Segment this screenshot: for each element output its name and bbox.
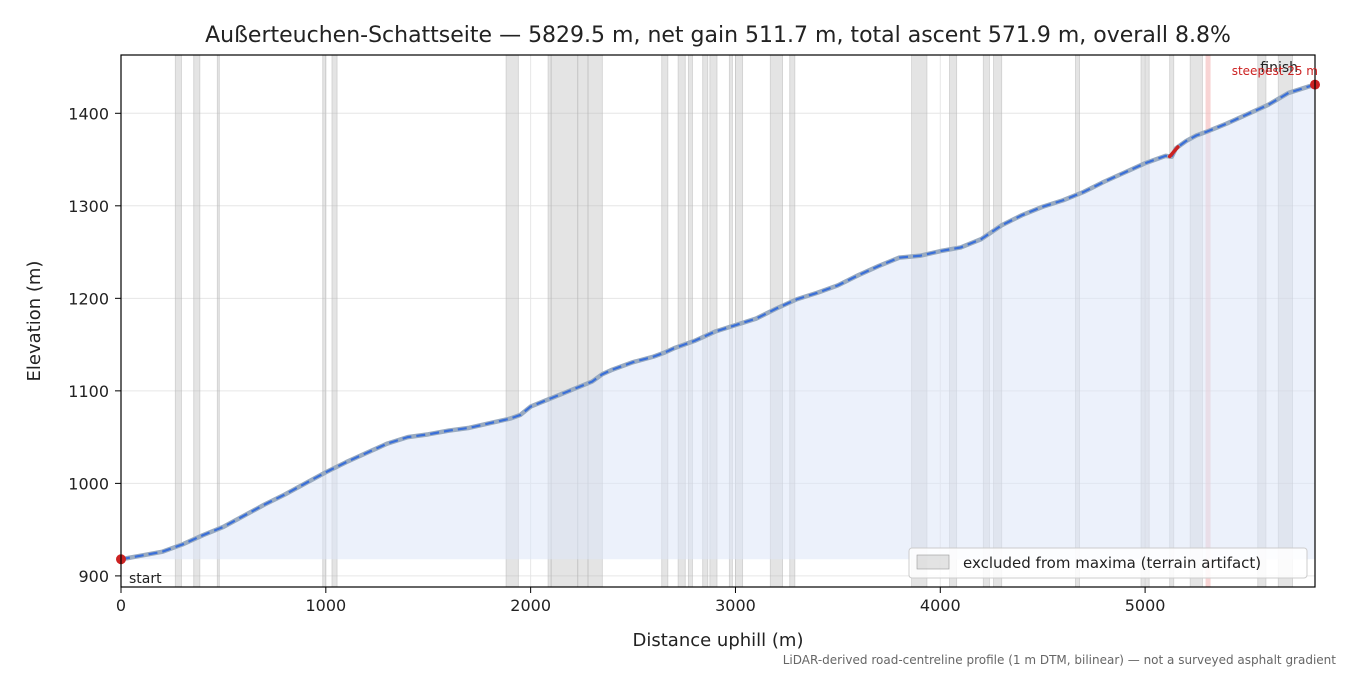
gradient-line — [120, 83, 1316, 561]
x-tick-label: 3000 — [715, 596, 756, 615]
area-fill — [121, 84, 1315, 560]
y-tick-label: 1300 — [68, 197, 109, 216]
y-tick-label: 1200 — [68, 289, 109, 308]
y-tick-label: 1400 — [68, 104, 109, 123]
legend-box — [908, 547, 1308, 579]
start-annotation: start — [129, 571, 162, 587]
y-tick-label: 1100 — [68, 382, 109, 401]
elevation-series — [116, 79, 1320, 565]
legend-label: excluded from maxima (terrain artifact) — [963, 554, 1261, 572]
steepest-annotation: steepest 25 m — [1232, 64, 1318, 78]
x-tick-label: 5000 — [1125, 596, 1166, 615]
footnote: LiDAR-derived road-centreline profile (1… — [783, 653, 1337, 667]
finish-annotation: finish — [1260, 60, 1298, 76]
excluded-band — [174, 54, 182, 588]
legend: excluded from maxima (terrain artifact) — [908, 547, 1308, 579]
tick-labels: 0 1000 2000 3000 4000 5000 900 1000 1100 1200 1300… — [68, 104, 1165, 615]
y-tick-label: 1000 — [68, 474, 109, 493]
axes-frame — [120, 54, 1316, 588]
x-tick-label: 2000 — [510, 596, 551, 615]
excluded-band — [193, 54, 201, 588]
y-tick-label: 900 — [78, 567, 109, 586]
y-axis-label: Elevation (m) — [24, 261, 45, 382]
axes — [120, 54, 1316, 588]
x-tick-label: 4000 — [920, 596, 961, 615]
excluded-band — [216, 54, 220, 588]
steep-segment — [1167, 145, 1180, 159]
x-tick-label: 0 — [116, 596, 126, 615]
legend-swatch — [916, 554, 950, 570]
chart-title: Außerteuchen-Schattseite — 5829.5 m, net… — [205, 23, 1231, 48]
x-axis-label: Distance uphill (m) — [633, 630, 804, 651]
x-tick-label: 1000 — [305, 596, 346, 615]
